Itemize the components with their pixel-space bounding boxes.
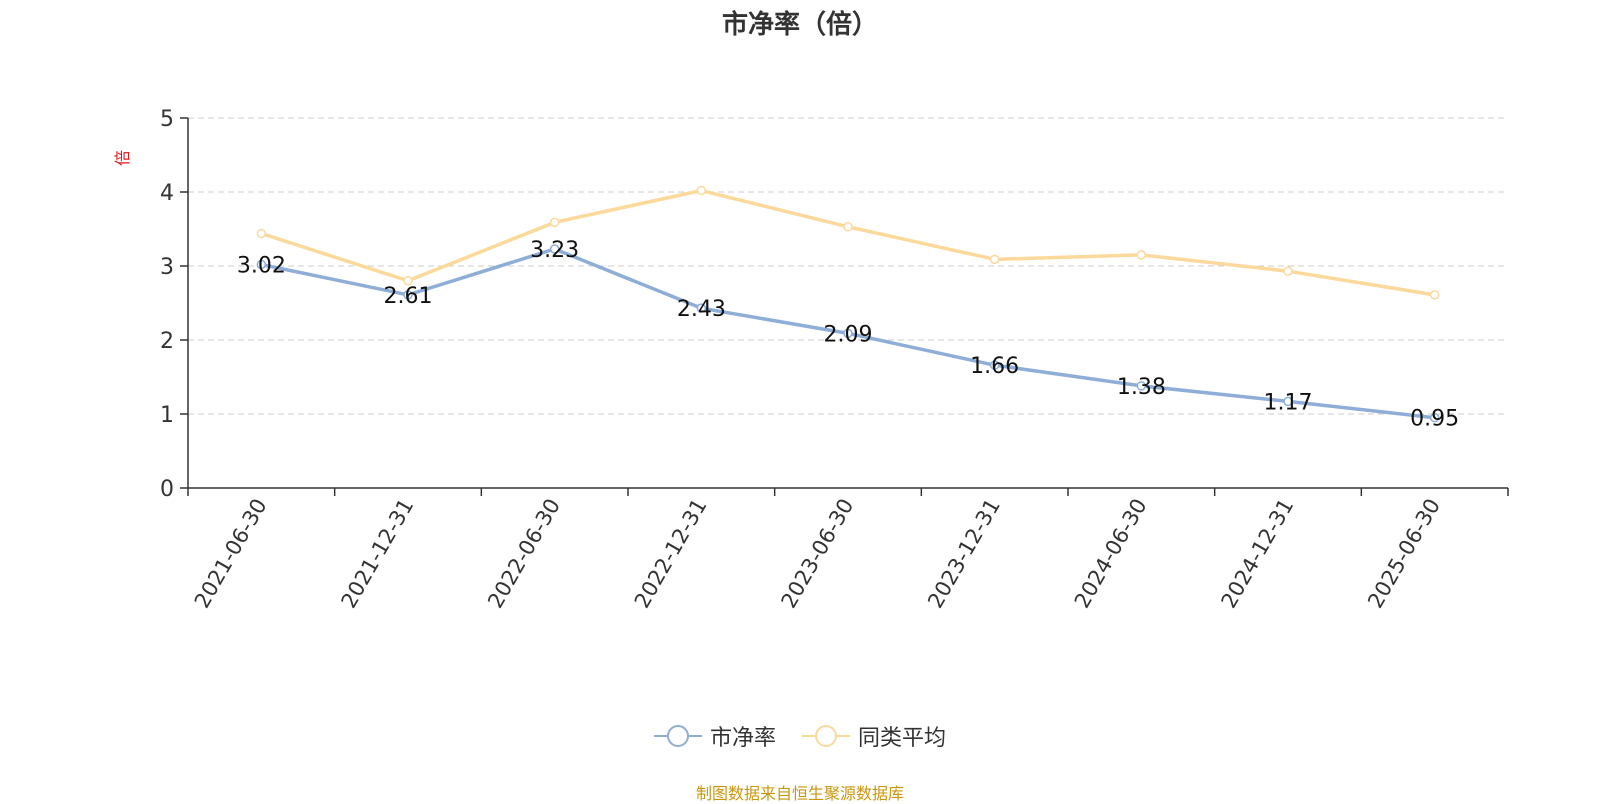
data-point-1 <box>256 228 267 239</box>
data-point-0 <box>549 244 560 254</box>
legend-label: 同类平均 <box>858 726 947 751</box>
data-source-note: 制图数据来自恒生聚源数据库 <box>695 784 904 803</box>
data-label: 2.09 <box>824 322 873 347</box>
data-point-0 <box>696 303 707 313</box>
legend-marker-icon <box>802 725 850 747</box>
y-tick-label: 5 <box>160 107 174 132</box>
x-tick-label: 2022-06-30 <box>483 495 565 613</box>
data-point-1 <box>989 254 1000 265</box>
legend-item-series-1[interactable]: 同类平均 <box>802 720 946 752</box>
data-point-1 <box>549 217 560 228</box>
data-label: 0.95 <box>1410 407 1459 432</box>
x-tick-label: 2024-06-30 <box>1070 495 1152 613</box>
x-tick-label: 2025-06-30 <box>1363 495 1445 613</box>
data-point-1 <box>1283 266 1293 276</box>
data-point-1 <box>1429 290 1440 300</box>
y-axis-label: 倍 <box>113 150 132 166</box>
x-tick-label: 2024-12-31 <box>1217 495 1299 613</box>
data-label: 3.02 <box>237 254 286 279</box>
x-tick-label: 2021-12-31 <box>337 495 419 613</box>
data-point-0 <box>403 290 413 300</box>
legend-item-series-0[interactable]: 市净率 <box>653 720 776 752</box>
data-point-1 <box>403 276 413 286</box>
data-point-1 <box>1136 250 1147 260</box>
data-point-0 <box>256 259 267 270</box>
data-label: 3.23 <box>530 238 579 263</box>
data-label: 1.66 <box>970 354 1019 379</box>
data-point-0 <box>1429 412 1440 423</box>
data-point-0 <box>1283 396 1293 407</box>
y-tick-label: 4 <box>160 181 174 206</box>
data-point-0 <box>843 328 853 339</box>
data-point-1 <box>843 222 853 232</box>
series-line-1 <box>260 188 1435 297</box>
y-tick-label: 3 <box>160 255 174 280</box>
x-tick-label: 2023-12-31 <box>923 495 1005 613</box>
data-label: 2.43 <box>677 297 726 322</box>
data-label: 1.38 <box>1117 375 1166 400</box>
chart-title: 市净率（倍） <box>721 10 878 40</box>
y-tick-label: 1 <box>160 403 174 428</box>
data-label: 1.17 <box>1264 390 1313 415</box>
data-label: 2.61 <box>384 284 433 309</box>
x-tick-label: 2021-06-30 <box>190 495 272 613</box>
legend: 市净率 同类平均 <box>0 720 1600 752</box>
y-tick-label: 2 <box>160 329 174 354</box>
x-tick-label: 2023-06-30 <box>777 495 859 613</box>
data-point-0 <box>989 360 1000 370</box>
data-point-1 <box>696 185 707 196</box>
x-tick-label: 2022-12-31 <box>630 495 712 613</box>
legend-marker-icon <box>653 725 702 747</box>
legend-label: 市净率 <box>709 726 776 751</box>
y-tick-label: 0 <box>160 477 174 502</box>
data-point-0 <box>1136 381 1147 391</box>
